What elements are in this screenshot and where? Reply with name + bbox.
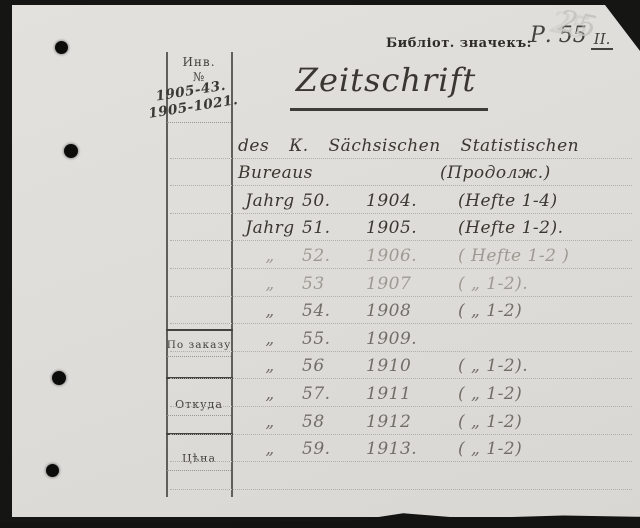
entry-volume-label: „ — [265, 383, 275, 404]
catalog-entry-row: Jahrg 51. 1905. (Hefte 1-2). — [170, 214, 632, 242]
entries-list: des К. Sächsischen Statistischen Bureaus… — [170, 131, 632, 490]
entry-volume-number: 57. — [302, 383, 331, 404]
sidebar-right-rule — [231, 52, 233, 497]
catalog-entry-row: „ 57. 1911 ( „ 1-2) — [170, 379, 632, 407]
entry-year: 1906. — [366, 245, 418, 266]
catalog-entry-row: Jahrg 50. 1904. (Hefte 1-4) — [170, 186, 632, 214]
entry-volume-number: 51. — [302, 218, 331, 239]
library-mark-label: Библіот. значекъ: — [386, 36, 532, 51]
entry-year: 1904. — [366, 190, 418, 211]
library-mark-part: II. — [590, 30, 614, 50]
origin-label: Откуда — [175, 398, 223, 411]
entry-issues-note: ( „ 1-2). — [458, 356, 529, 377]
punch-hole — [52, 371, 66, 385]
entry-issues-note: ( Hefte 1-2 ) — [458, 245, 570, 266]
entry-issues-note: ( „ 1-2) — [458, 411, 523, 432]
catalog-entry-row: „ 53 1907 ( „ 1-2). — [170, 269, 632, 297]
punch-hole — [64, 144, 78, 158]
entry-volume-number: 59. — [302, 439, 331, 460]
entry-year: 1911 — [366, 383, 412, 404]
punch-hole — [55, 41, 68, 54]
sidebar-dotted-line — [167, 415, 231, 416]
catalog-entry-row: „ 54. 1908 ( „ 1-2) — [170, 297, 632, 325]
sidebar-left-rule — [166, 52, 168, 497]
inventory-number-sign: № — [192, 70, 206, 84]
catalog-entry-row: „ 58 1912 ( „ 1-2) — [170, 407, 632, 435]
entry-year: 1907 — [366, 273, 412, 294]
entry-volume-label: „ — [265, 439, 275, 460]
catalog-entry-row: „ 59. 1913. ( „ 1-2) — [170, 435, 632, 463]
catalog-entry-row: „ 52. 1906. ( Hefte 1-2 ) — [170, 241, 632, 269]
order-label: По заказу — [166, 339, 232, 351]
entry-volume-number: 55. — [302, 328, 331, 349]
corner-pencil-note: 25 — [554, 3, 600, 46]
library-mark-code: Р. 55 — [530, 23, 587, 48]
entry-volume-label: „ — [265, 273, 275, 294]
card-title: Zeitschrift — [295, 61, 477, 99]
entry-year: 1913. — [366, 439, 418, 460]
entry-year: 1905. — [366, 218, 418, 239]
sidebar-dotted-line — [167, 470, 231, 471]
entry-volume-label: „ — [265, 301, 275, 322]
entry-volume-label: Jahrg — [245, 218, 295, 239]
inventory-numbers: 1905-43. 1905-1021. — [144, 76, 240, 122]
library-mark-value: Р. 55 II. — [530, 23, 614, 50]
entry-issues-note: ( „ 1-2). — [458, 273, 529, 294]
entry-volume-label: „ — [265, 356, 275, 377]
entry-volume-number: 54. — [302, 301, 331, 322]
catalog-entry-row: „ 56 1910 ( „ 1-2). — [170, 352, 632, 380]
subtitle-text: des К. Sächsischen Statistischen — [238, 135, 580, 156]
sidebar-section-line — [166, 329, 233, 331]
entry-volume-number: 58 — [302, 411, 325, 432]
entry-volume-label: „ — [265, 328, 275, 349]
entry-issues-note: ( „ 1-2) — [458, 301, 523, 322]
entry-issues-note: (Hefte 1-4) — [458, 190, 558, 211]
catalog-card: Инв. № 1905-43. 1905-1021. По заказу Отк… — [12, 5, 640, 517]
entry-volume-number: 53 — [302, 273, 325, 294]
empty-ruled-row — [170, 462, 632, 490]
entry-year: 1910 — [366, 356, 412, 377]
continuation-note: (Продолж.) — [440, 163, 551, 184]
entry-year: 1912 — [366, 411, 412, 432]
title-underline — [290, 108, 488, 111]
subtitle-text: Bureaus — [238, 163, 313, 184]
entry-volume-label: Jahrg — [245, 190, 295, 211]
catalog-entry-row: „ 55. 1909. — [170, 324, 632, 352]
entry-year: 1908 — [366, 301, 412, 322]
entry-volume-number: 56 — [302, 356, 325, 377]
entry-volume-label: „ — [265, 245, 275, 266]
sidebar-section-line — [166, 377, 233, 379]
punch-hole — [46, 464, 59, 477]
subtitle-line-2: Bureaus (Продолж.) — [170, 159, 632, 187]
entry-issues-note: ( „ 1-2) — [458, 439, 523, 460]
inventory-label: Инв. — [182, 55, 216, 69]
sidebar-dotted-line — [167, 122, 231, 123]
entry-volume-number: 52. — [302, 245, 331, 266]
sidebar-dotted-line — [167, 356, 231, 357]
entry-volume-label: „ — [265, 411, 275, 432]
entry-issues-note: (Hefte 1-2). — [458, 218, 564, 239]
entry-issues-note: ( „ 1-2) — [458, 383, 523, 404]
entry-volume-number: 50. — [302, 190, 331, 211]
subtitle-line-1: des К. Sächsischen Statistischen — [170, 131, 632, 159]
entry-year: 1909. — [366, 328, 418, 349]
